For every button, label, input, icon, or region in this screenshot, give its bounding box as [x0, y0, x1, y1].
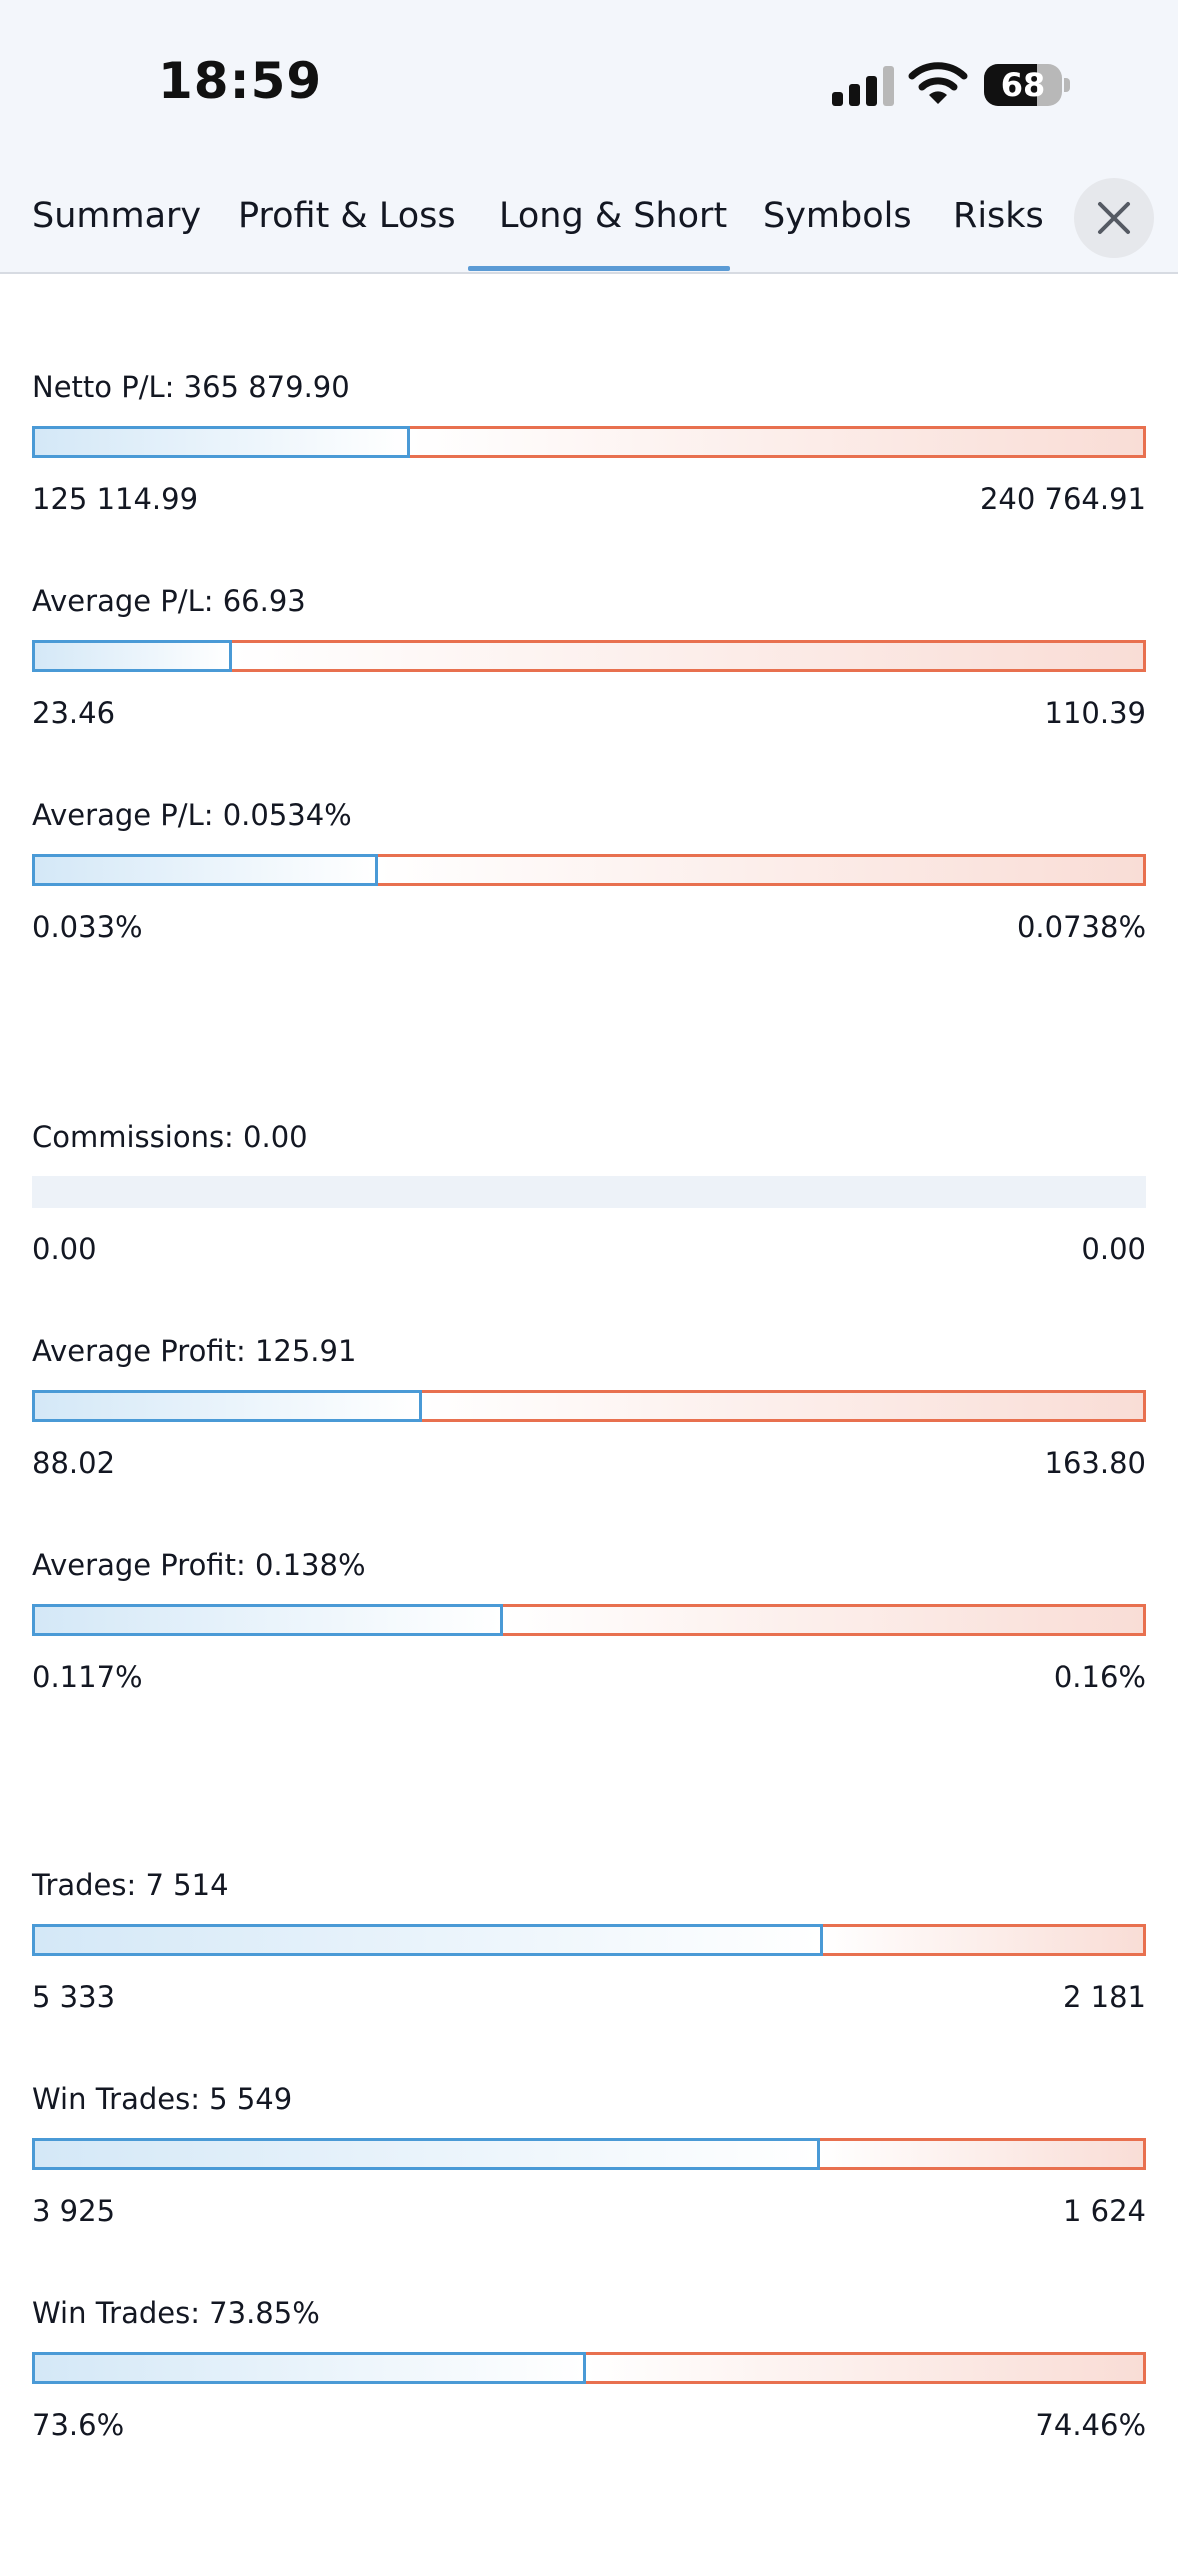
- metric-title: Win Trades: 73.85%: [32, 2296, 320, 2330]
- short-value: 0.16%: [1053, 1660, 1146, 1694]
- long-value: 23.46: [32, 696, 116, 730]
- short-value: 0.00: [1081, 1232, 1146, 1266]
- active-tab-indicator: [468, 266, 730, 271]
- long-segment: [32, 1924, 823, 1956]
- short-segment: [229, 640, 1146, 672]
- long-segment: [32, 1390, 422, 1422]
- short-value: 0.0738%: [1016, 910, 1146, 944]
- metric-bar: [32, 1390, 1146, 1422]
- long-value: 3 925: [32, 2194, 116, 2228]
- tab-summary[interactable]: Summary: [32, 196, 202, 236]
- long-segment: [32, 2352, 586, 2384]
- metric-bar-empty: [32, 1176, 1146, 1208]
- metric-bar: [32, 2138, 1146, 2170]
- metric-bar: [32, 426, 1146, 458]
- metric-title: Commissions: 0.00: [32, 1120, 308, 1154]
- long-segment: [32, 2138, 820, 2170]
- short-segment: [817, 2138, 1146, 2170]
- battery-level: 68: [1000, 66, 1046, 104]
- short-segment: [375, 854, 1146, 886]
- metric-bar: [32, 854, 1146, 886]
- short-segment: [407, 426, 1146, 458]
- long-value: 0.033%: [32, 910, 143, 944]
- short-value: 2 181: [1062, 1980, 1146, 2014]
- long-value: 0.117%: [32, 1660, 143, 1694]
- short-value: 163.80: [1044, 1446, 1146, 1480]
- tab-long-short[interactable]: Long & Short: [499, 196, 728, 236]
- wifi-icon: [908, 62, 968, 104]
- metric-title: Trades: 7 514: [32, 1868, 229, 1902]
- tab-symbols[interactable]: Symbols: [763, 196, 912, 236]
- metric-bar: [32, 2352, 1146, 2384]
- short-value: 74.46%: [1035, 2408, 1146, 2442]
- long-value: 125 114.99: [32, 482, 199, 516]
- header: 18:59 68 Summary Profit & Loss Long & Sh…: [0, 0, 1178, 274]
- long-value: 88.02: [32, 1446, 116, 1480]
- metric-title: Average Profit: 0.138%: [32, 1548, 366, 1582]
- long-segment: [32, 640, 232, 672]
- metric-title: Average P/L: 0.0534%: [32, 798, 352, 832]
- short-segment: [419, 1390, 1146, 1422]
- long-segment: [32, 1604, 503, 1636]
- tab-profit-loss[interactable]: Profit & Loss: [238, 196, 456, 236]
- short-segment: [500, 1604, 1146, 1636]
- metric-bar: [32, 1924, 1146, 1956]
- cellular-signal-icon: [832, 66, 894, 106]
- long-segment: [32, 854, 378, 886]
- long-value: 5 333: [32, 1980, 116, 2014]
- long-segment: [32, 426, 410, 458]
- metric-bar: [32, 640, 1146, 672]
- battery-cap: [1064, 78, 1070, 92]
- metric-bar: [32, 1604, 1146, 1636]
- close-button[interactable]: [1074, 178, 1154, 258]
- status-time: 18:59: [158, 52, 323, 110]
- tab-risks[interactable]: Risks: [953, 196, 1044, 236]
- close-icon: [1098, 202, 1130, 234]
- short-segment: [583, 2352, 1146, 2384]
- long-value: 0.00: [32, 1232, 97, 1266]
- metric-title: Average Profit: 125.91: [32, 1334, 357, 1368]
- metric-title: Average P/L: 66.93: [32, 584, 306, 618]
- short-segment: [820, 1924, 1146, 1956]
- short-value: 1 624: [1062, 2194, 1146, 2228]
- metric-title: Win Trades: 5 549: [32, 2082, 293, 2116]
- battery-icon: 68: [984, 64, 1062, 106]
- short-value: 240 764.91: [979, 482, 1146, 516]
- metric-title: Netto P/L: 365 879.90: [32, 370, 350, 404]
- long-value: 73.6%: [32, 2408, 125, 2442]
- short-value: 110.39: [1044, 696, 1146, 730]
